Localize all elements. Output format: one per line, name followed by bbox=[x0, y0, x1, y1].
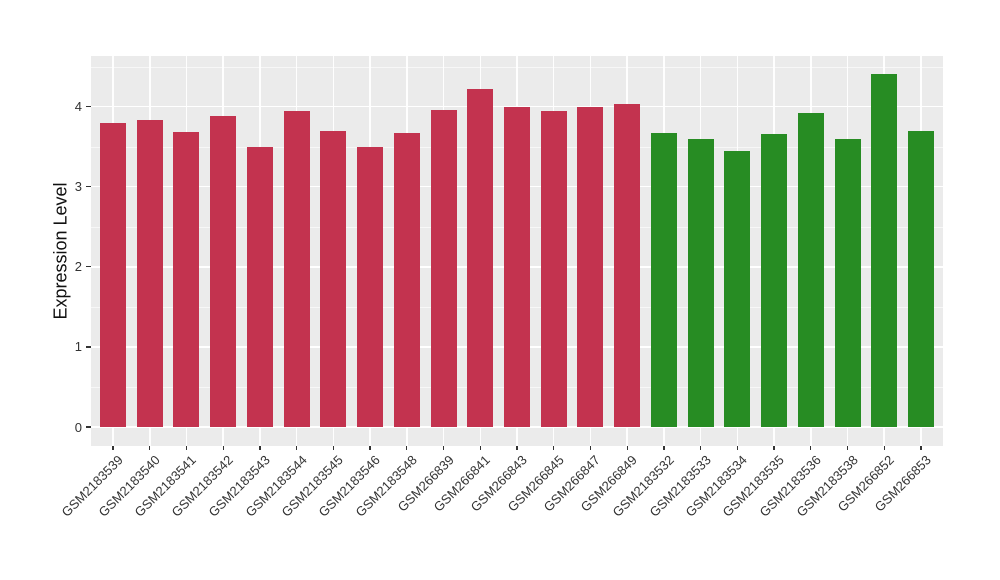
bar-GSM266845 bbox=[540, 110, 567, 427]
bar-GSM2183533 bbox=[687, 138, 714, 427]
x-tick bbox=[369, 446, 371, 450]
x-tick bbox=[149, 446, 151, 450]
bar-GSM2183540 bbox=[136, 120, 163, 427]
y-tick bbox=[86, 346, 91, 348]
bar-GSM2183543 bbox=[246, 147, 273, 427]
bar-GSM266841 bbox=[467, 88, 494, 427]
bar-GSM2183546 bbox=[357, 147, 384, 427]
bar-GSM2183532 bbox=[650, 133, 677, 427]
x-tick bbox=[296, 446, 298, 450]
y-tick-label: 0 bbox=[74, 419, 82, 435]
y-axis-title: Expression Level bbox=[50, 182, 71, 320]
x-tick bbox=[736, 446, 738, 450]
y-tick bbox=[86, 105, 91, 108]
bar-GSM2183544 bbox=[283, 111, 310, 427]
bar-GSM266839 bbox=[430, 109, 457, 427]
bar-GSM2183536 bbox=[797, 113, 824, 427]
bar-GSM266852 bbox=[871, 73, 898, 427]
y-tick bbox=[86, 266, 91, 268]
x-tick bbox=[112, 446, 114, 450]
x-tick bbox=[810, 446, 812, 450]
y-tick bbox=[86, 186, 91, 188]
bar-GSM266853 bbox=[907, 131, 934, 427]
x-tick bbox=[259, 446, 261, 450]
x-tick bbox=[846, 446, 849, 450]
bar-GSM2183542 bbox=[210, 116, 237, 427]
x-tick bbox=[699, 446, 702, 450]
bar-GSM2183548 bbox=[393, 133, 420, 427]
x-tick bbox=[222, 446, 224, 450]
x-tick bbox=[442, 446, 445, 450]
x-tick bbox=[185, 446, 188, 450]
bar-GSM266847 bbox=[577, 106, 604, 427]
y-tick-label: 3 bbox=[74, 179, 82, 195]
x-tick bbox=[589, 446, 592, 450]
bar-GSM266849 bbox=[614, 104, 641, 427]
bar-GSM2183538 bbox=[834, 138, 861, 427]
y-tick-label: 4 bbox=[74, 99, 82, 115]
x-tick bbox=[663, 446, 665, 450]
x-tick bbox=[920, 446, 922, 450]
y-tick-label: 1 bbox=[74, 339, 82, 355]
bar-GSM2183534 bbox=[724, 150, 751, 427]
bar-GSM2183539 bbox=[100, 122, 127, 427]
x-tick bbox=[626, 446, 628, 450]
plot-panel bbox=[91, 56, 943, 446]
y-tick bbox=[86, 426, 91, 428]
y-tick-label: 2 bbox=[74, 259, 82, 275]
x-tick bbox=[773, 446, 775, 450]
x-tick bbox=[406, 446, 408, 450]
x-tick bbox=[332, 446, 335, 450]
bar-GSM2183545 bbox=[320, 130, 347, 427]
bar-GSM266843 bbox=[504, 106, 530, 427]
x-tick bbox=[883, 446, 885, 450]
bar-GSM2183541 bbox=[173, 132, 200, 427]
x-tick bbox=[516, 446, 518, 450]
x-tick bbox=[553, 446, 555, 450]
x-tick bbox=[479, 446, 481, 450]
bar-GSM2183535 bbox=[761, 133, 788, 427]
